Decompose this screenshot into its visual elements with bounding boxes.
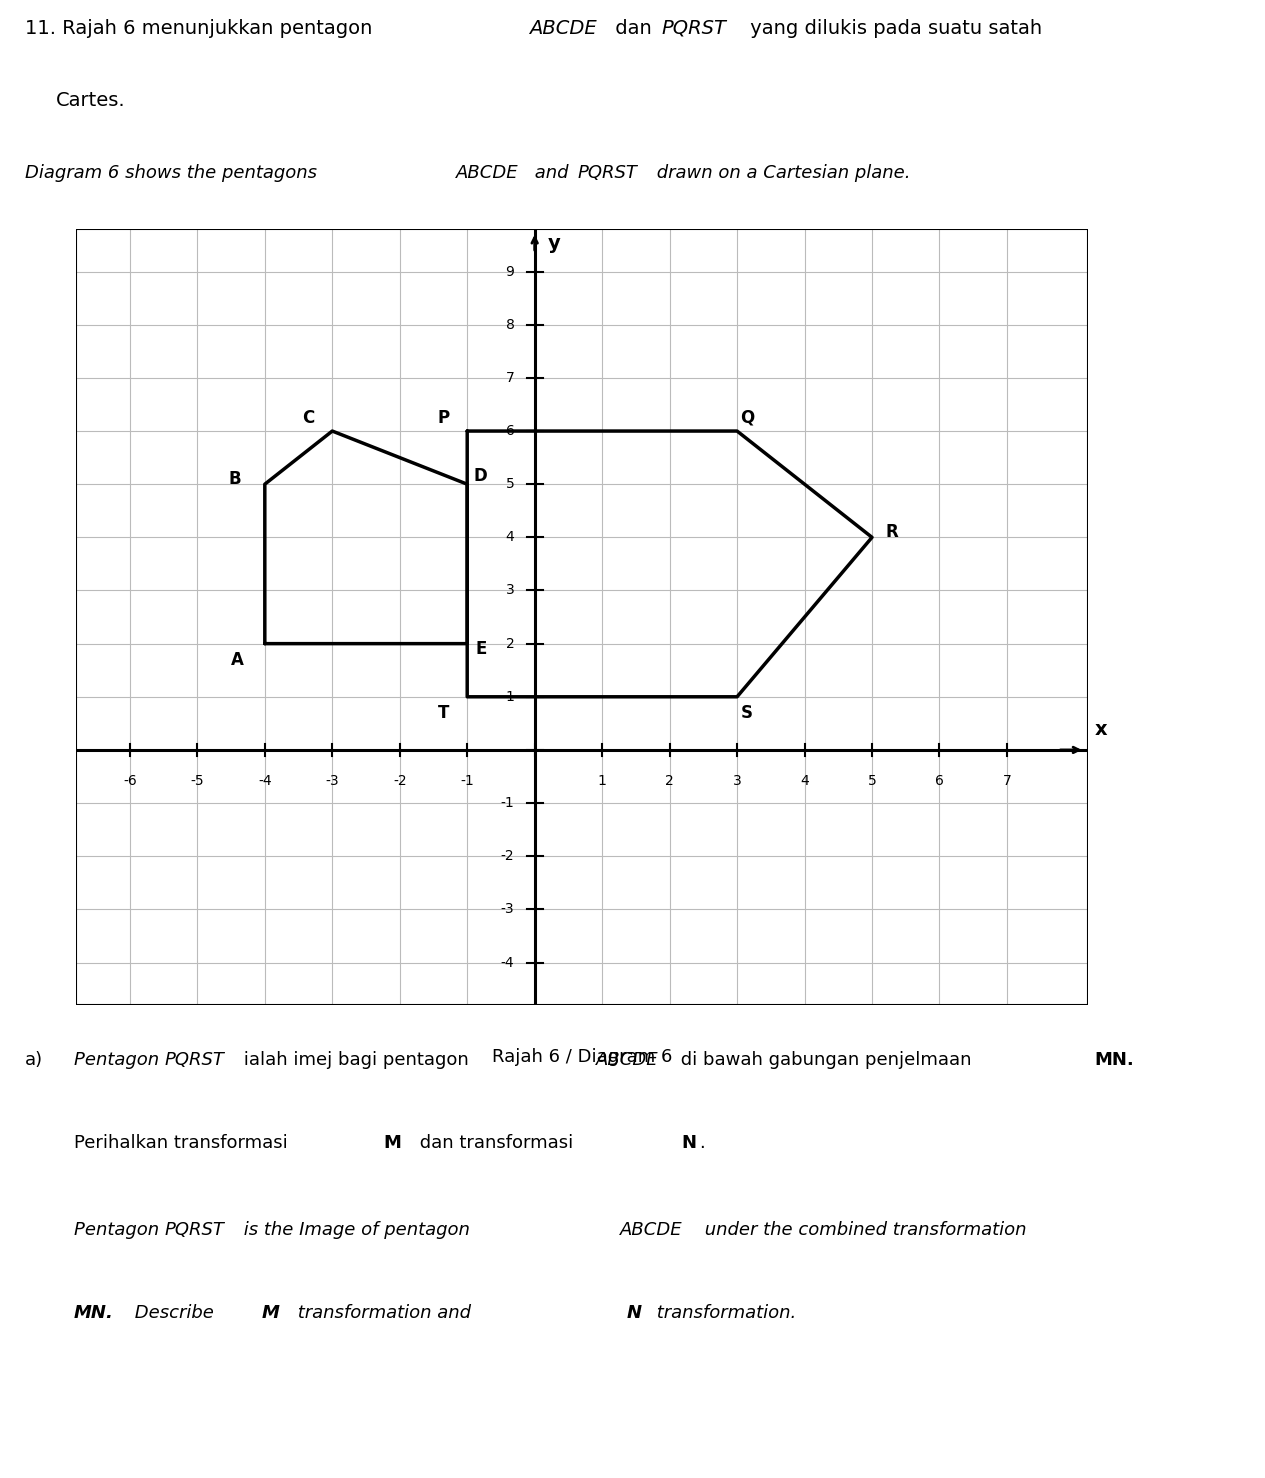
Text: N: N <box>626 1304 641 1321</box>
Text: y: y <box>548 235 560 253</box>
Text: A: A <box>231 650 244 668</box>
Text: Describe: Describe <box>129 1304 219 1321</box>
Text: Pentagon: Pentagon <box>73 1051 164 1069</box>
Text: 5: 5 <box>868 774 877 788</box>
Text: MN.: MN. <box>1094 1051 1133 1069</box>
Text: Cartes.: Cartes. <box>56 90 125 109</box>
Text: -1: -1 <box>501 797 515 810</box>
Text: N: N <box>681 1134 696 1151</box>
Text: Diagram 6 shows the pentagons: Diagram 6 shows the pentagons <box>25 164 323 182</box>
Text: D: D <box>474 467 487 485</box>
Text: T: T <box>438 704 449 721</box>
Text: 5: 5 <box>506 477 515 491</box>
Text: a): a) <box>25 1051 43 1069</box>
Text: dan: dan <box>610 19 658 38</box>
Text: 2: 2 <box>665 774 674 788</box>
Text: x: x <box>1094 720 1107 739</box>
Text: 3: 3 <box>506 584 515 597</box>
Text: is the Image of pentagon: is the Image of pentagon <box>238 1221 476 1239</box>
Text: ABCDE: ABCDE <box>596 1051 659 1069</box>
Text: 6: 6 <box>935 774 944 788</box>
Text: -3: -3 <box>325 774 339 788</box>
Text: -6: -6 <box>123 774 137 788</box>
Text: M: M <box>262 1304 280 1321</box>
Text: ABCDE: ABCDE <box>620 1221 683 1239</box>
Text: ABCDE: ABCDE <box>529 19 597 38</box>
Text: 1: 1 <box>506 690 515 704</box>
Text: B: B <box>228 470 240 488</box>
Text: 7: 7 <box>1003 774 1011 788</box>
Text: Q: Q <box>740 409 754 427</box>
Text: drawn on a Cartesian plane.: drawn on a Cartesian plane. <box>650 164 911 182</box>
Text: M: M <box>383 1134 401 1151</box>
Text: and: and <box>529 164 574 182</box>
Text: 8: 8 <box>506 318 515 331</box>
Text: Perihalkan transformasi: Perihalkan transformasi <box>73 1134 293 1151</box>
Text: PQRST: PQRST <box>662 19 726 38</box>
Text: -1: -1 <box>460 774 474 788</box>
Text: 3: 3 <box>732 774 741 788</box>
Text: Rajah 6 / Diagram 6: Rajah 6 / Diagram 6 <box>492 1048 672 1066</box>
Text: C: C <box>302 409 315 427</box>
Text: dan transformasi: dan transformasi <box>414 1134 579 1151</box>
Text: di bawah gabungan penjelmaan: di bawah gabungan penjelmaan <box>676 1051 978 1069</box>
Text: -4: -4 <box>258 774 272 788</box>
Text: -2: -2 <box>501 850 515 863</box>
Text: yang dilukis pada suatu satah: yang dilukis pada suatu satah <box>744 19 1042 38</box>
Text: -4: -4 <box>501 955 515 970</box>
Text: 9: 9 <box>506 265 515 279</box>
Text: S: S <box>741 704 753 721</box>
Text: R: R <box>886 523 898 541</box>
Text: E: E <box>476 640 486 658</box>
Text: -3: -3 <box>501 903 515 916</box>
Text: ialah imej bagi pentagon: ialah imej bagi pentagon <box>238 1051 474 1069</box>
Text: -5: -5 <box>191 774 204 788</box>
Text: ABCDE: ABCDE <box>457 164 519 182</box>
Text: 7: 7 <box>506 371 515 384</box>
Text: PQRST: PQRST <box>578 164 638 182</box>
Text: MN.: MN. <box>73 1304 114 1321</box>
Text: 4: 4 <box>506 531 515 544</box>
Text: P: P <box>438 409 449 427</box>
Text: 4: 4 <box>801 774 808 788</box>
Text: 2: 2 <box>506 637 515 650</box>
Text: under the combined transformation: under the combined transformation <box>700 1221 1027 1239</box>
Text: -2: -2 <box>393 774 406 788</box>
Text: PQRST: PQRST <box>164 1051 225 1069</box>
Text: Pentagon: Pentagon <box>73 1221 164 1239</box>
Text: 1: 1 <box>597 774 607 788</box>
Text: transformation.: transformation. <box>650 1304 796 1321</box>
Text: .: . <box>700 1134 705 1151</box>
Text: 11. Rajah 6 menunjukkan pentagon: 11. Rajah 6 menunjukkan pentagon <box>25 19 380 38</box>
Text: transformation and: transformation and <box>292 1304 477 1321</box>
Text: PQRST: PQRST <box>164 1221 225 1239</box>
Text: 6: 6 <box>506 424 515 437</box>
